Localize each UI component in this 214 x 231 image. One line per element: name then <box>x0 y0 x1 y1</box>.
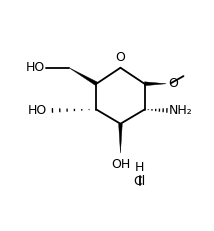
Polygon shape <box>119 124 122 153</box>
Polygon shape <box>144 82 166 86</box>
Text: O: O <box>169 77 178 90</box>
Text: NH₂: NH₂ <box>169 104 192 117</box>
Text: OH: OH <box>111 158 130 171</box>
Text: H: H <box>135 161 144 174</box>
Text: Cl: Cl <box>133 175 146 188</box>
Text: O: O <box>116 51 125 64</box>
Text: HO: HO <box>26 61 45 74</box>
Text: HO: HO <box>27 104 47 117</box>
Polygon shape <box>69 68 97 85</box>
